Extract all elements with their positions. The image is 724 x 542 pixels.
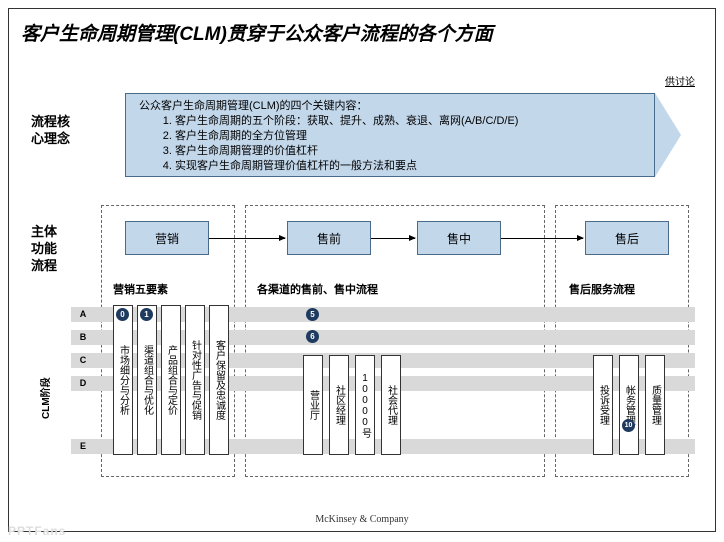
flow-box-3: 售中 [417, 221, 501, 255]
dot-0: 0 [116, 308, 129, 321]
col1-5: 客户保留及忠诚度 [209, 305, 229, 455]
concept-banner: 公众客户生命周期管理(CLM)的四个关键内容： 客户生命周期的五个阶段：获取、提… [125, 93, 681, 177]
side-concept: 流程核心理念 [31, 113, 91, 147]
lane-label-e: E [77, 441, 89, 451]
slide-frame: 客户生命周期管理(CLM)贯穿于公众客户流程的各个方面 供讨论 流程核心理念 主… [8, 8, 716, 532]
banner-text: 公众客户生命周期管理(CLM)的四个关键内容： 客户生命周期的五个阶段：获取、提… [139, 99, 518, 174]
col3-3: 质量管理 [645, 355, 665, 455]
banner-lead: 公众客户生命周期管理(CLM)的四个关键内容： [139, 99, 518, 114]
side-flow: 主体功能流程 [31, 223, 91, 274]
banner-item-2: 客户生命周期的全方位管理 [175, 129, 518, 144]
watermark: PPTFans [8, 524, 66, 538]
col2-4: 社会代理 [381, 355, 401, 455]
legend-label: 供讨论 [665, 73, 695, 88]
page-title: 客户生命周期管理(CLM)贯穿于公众客户流程的各个方面 [21, 19, 493, 46]
col1-4: 针对性广告与促销 [185, 305, 205, 455]
side-clm: CLM阶段 [37, 377, 52, 419]
dot-5: 5 [306, 308, 319, 321]
lane-label-a: A [77, 309, 89, 319]
banner-item-3: 客户生命周期管理的价值杠杆 [175, 144, 518, 159]
col1-1: 市场细分与分析 [113, 305, 133, 455]
flow-box-2: 售前 [287, 221, 371, 255]
subhead-2: 各渠道的售前、售中流程 [257, 281, 378, 297]
lane-label-d: D [77, 378, 89, 388]
lane-label-c: C [77, 355, 89, 365]
flow-box-4: 售后 [585, 221, 669, 255]
col3-2: 帐务管理 [619, 355, 639, 455]
col1-3: 产品组合与定价 [161, 305, 181, 455]
arrow-2 [371, 238, 415, 239]
col1-2: 渠道组合与优化 [137, 305, 157, 455]
footer-company: McKinsey & Company [9, 514, 715, 525]
subhead-1: 营销五要素 [113, 281, 168, 297]
dot-1: 1 [140, 308, 153, 321]
lane-label-b: B [77, 332, 89, 342]
dot-10: 10 [622, 419, 635, 432]
dot-6: 6 [306, 330, 319, 343]
arrow-1 [209, 238, 285, 239]
subhead-3: 售后服务流程 [569, 281, 635, 297]
flow-box-1: 营销 [125, 221, 209, 255]
col3-1: 投诉受理 [593, 355, 613, 455]
col2-1: 营业厅 [303, 355, 323, 455]
col2-3: 10000号 [355, 355, 375, 455]
banner-item-4: 实现客户生命周期管理价值杠杆的一般方法和要点 [175, 159, 518, 174]
banner-item-1: 客户生命周期的五个阶段：获取、提升、成熟、衰退、离网(A/B/C/D/E) [175, 114, 518, 129]
col2-2: 社区经理 [329, 355, 349, 455]
arrow-3 [501, 238, 583, 239]
